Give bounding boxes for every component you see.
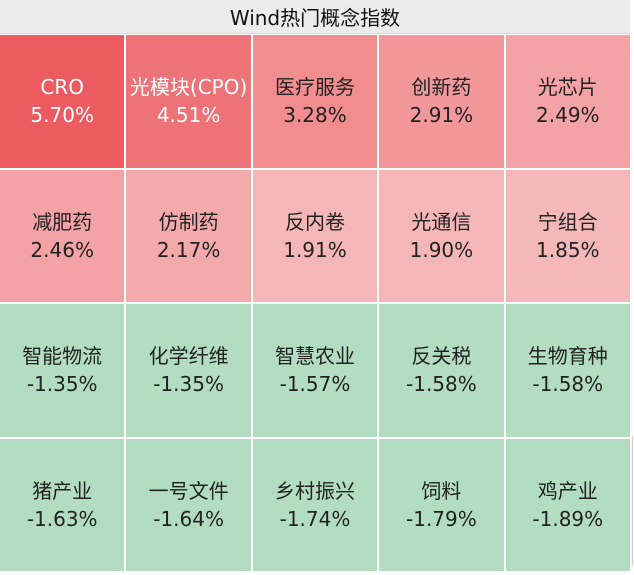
concept-change-pct: 1.85% [536,237,600,262]
concept-tile[interactable]: 智能物流 -1.35% [0,304,125,437]
concept-name: 一号文件 [148,478,229,503]
concept-tile[interactable]: 生物育种 -1.58% [505,304,630,437]
concept-tile[interactable]: 光模块(CPO) 4.51% [126,35,251,168]
concept-name: 创新药 [411,75,472,100]
widget-title: Wind热门概念指数 [0,0,630,34]
concept-change-pct: -1.35% [26,372,98,397]
concept-change-pct: 2.46% [30,237,94,262]
concept-change-pct: -1.64% [153,506,224,531]
concept-change-pct: -1.57% [279,372,351,397]
concept-change-pct: 4.51% [156,103,221,128]
concept-tile[interactable]: CRO 5.70% [0,35,125,168]
concept-name: 反关税 [411,344,472,369]
concept-tile[interactable]: 减肥药 2.46% [0,169,125,302]
concept-change-pct: -1.63% [26,506,98,531]
concept-change-pct: -1.58% [532,372,604,397]
concept-change-pct: 2.17% [156,237,221,262]
concept-tile[interactable]: 光通信 1.90% [379,169,504,302]
concept-name: 智能物流 [22,344,103,369]
concept-name: 医疗服务 [274,75,355,100]
concept-name: 智慧农业 [274,344,355,369]
concept-name: 猪产业 [32,478,93,503]
concept-name: 化学纤维 [148,344,229,369]
concept-change-pct: 3.28% [283,103,347,128]
concept-change-pct: -1.35% [153,372,224,397]
concept-heatmap-grid: CRO 5.70% 光模块(CPO) 4.51% 医疗服务 3.28% 创新药 … [0,35,630,571]
concept-name: 光芯片 [537,75,598,100]
concept-name: 生物育种 [527,344,608,369]
concept-tile[interactable]: 猪产业 -1.63% [0,438,125,571]
scroll-edge-divider [632,436,633,566]
concept-name: 光通信 [411,209,472,234]
concept-change-pct: 1.90% [409,237,474,262]
concept-name: 减肥药 [32,209,93,234]
concept-change-pct: 1.91% [283,237,347,262]
concept-tile[interactable]: 智慧农业 -1.57% [252,304,378,437]
concept-name: 饲料 [421,478,462,503]
concept-tile[interactable]: 光芯片 2.49% [505,35,630,168]
concept-change-pct: -1.74% [279,506,351,531]
concept-tile[interactable]: 医疗服务 3.28% [252,35,378,168]
concept-change-pct: 2.91% [409,103,474,128]
concept-name: 反内卷 [284,209,345,234]
concept-tile[interactable]: 宁组合 1.85% [505,169,630,302]
concept-tile[interactable]: 仿制药 2.17% [126,169,251,302]
concept-change-pct: -1.79% [406,506,477,531]
concept-name: 乡村振兴 [274,478,355,503]
concept-change-pct: 2.49% [536,103,600,128]
concept-name: 仿制药 [158,209,219,234]
concept-name: CRO [40,75,84,100]
concept-name: 宁组合 [537,209,598,234]
concept-tile[interactable]: 乡村振兴 -1.74% [252,438,378,571]
concept-tile[interactable]: 反内卷 1.91% [252,169,378,302]
concept-change-pct: 5.70% [30,103,94,128]
concept-tile[interactable]: 创新药 2.91% [379,35,504,168]
concept-tile[interactable]: 化学纤维 -1.35% [126,304,251,437]
concept-tile[interactable]: 饲料 -1.79% [379,438,504,571]
concept-tile[interactable]: 一号文件 -1.64% [126,438,251,571]
concept-name: 鸡产业 [537,478,598,503]
concept-tile[interactable]: 反关税 -1.58% [379,304,504,437]
concept-change-pct: -1.58% [406,372,477,397]
concept-change-pct: -1.89% [532,506,604,531]
concept-name: 光模块(CPO) [129,75,248,100]
concept-tile[interactable]: 鸡产业 -1.89% [505,438,630,571]
